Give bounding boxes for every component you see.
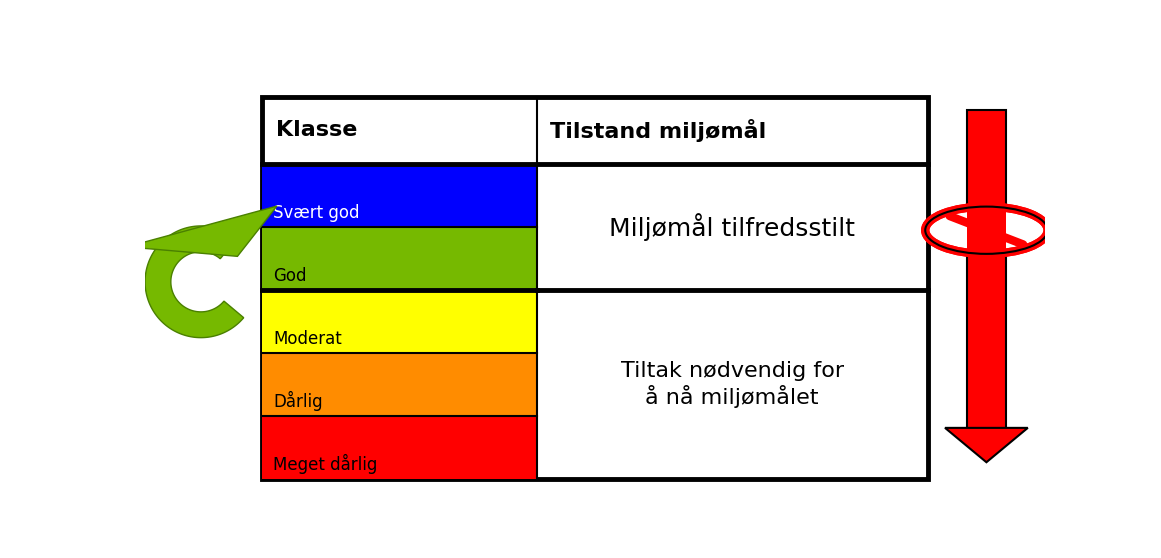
Bar <box>262 416 536 479</box>
Polygon shape <box>945 428 1027 462</box>
Bar <box>262 163 536 227</box>
Bar <box>967 206 1007 254</box>
Polygon shape <box>127 206 277 256</box>
Bar <box>262 227 536 290</box>
Text: Meget dårlig: Meget dårlig <box>273 454 377 474</box>
Bar <box>262 97 928 479</box>
Text: Miljømål tilfredsstilt: Miljømål tilfredsstilt <box>610 213 856 240</box>
Bar <box>262 290 536 353</box>
Text: Klasse: Klasse <box>275 121 356 140</box>
Text: Tilstand miljømål: Tilstand miljømål <box>550 119 766 142</box>
Text: Dårlig: Dårlig <box>273 391 323 411</box>
Text: Svært god: Svært god <box>273 204 360 222</box>
Text: Tiltak nødvendig for
å nå miljømålet: Tiltak nødvendig for å nå miljømålet <box>621 361 844 408</box>
Text: God: God <box>273 267 307 285</box>
Bar <box>262 353 536 416</box>
Polygon shape <box>145 226 244 338</box>
Bar <box>967 110 1007 436</box>
Text: Moderat: Moderat <box>273 330 341 348</box>
Ellipse shape <box>925 206 1047 254</box>
